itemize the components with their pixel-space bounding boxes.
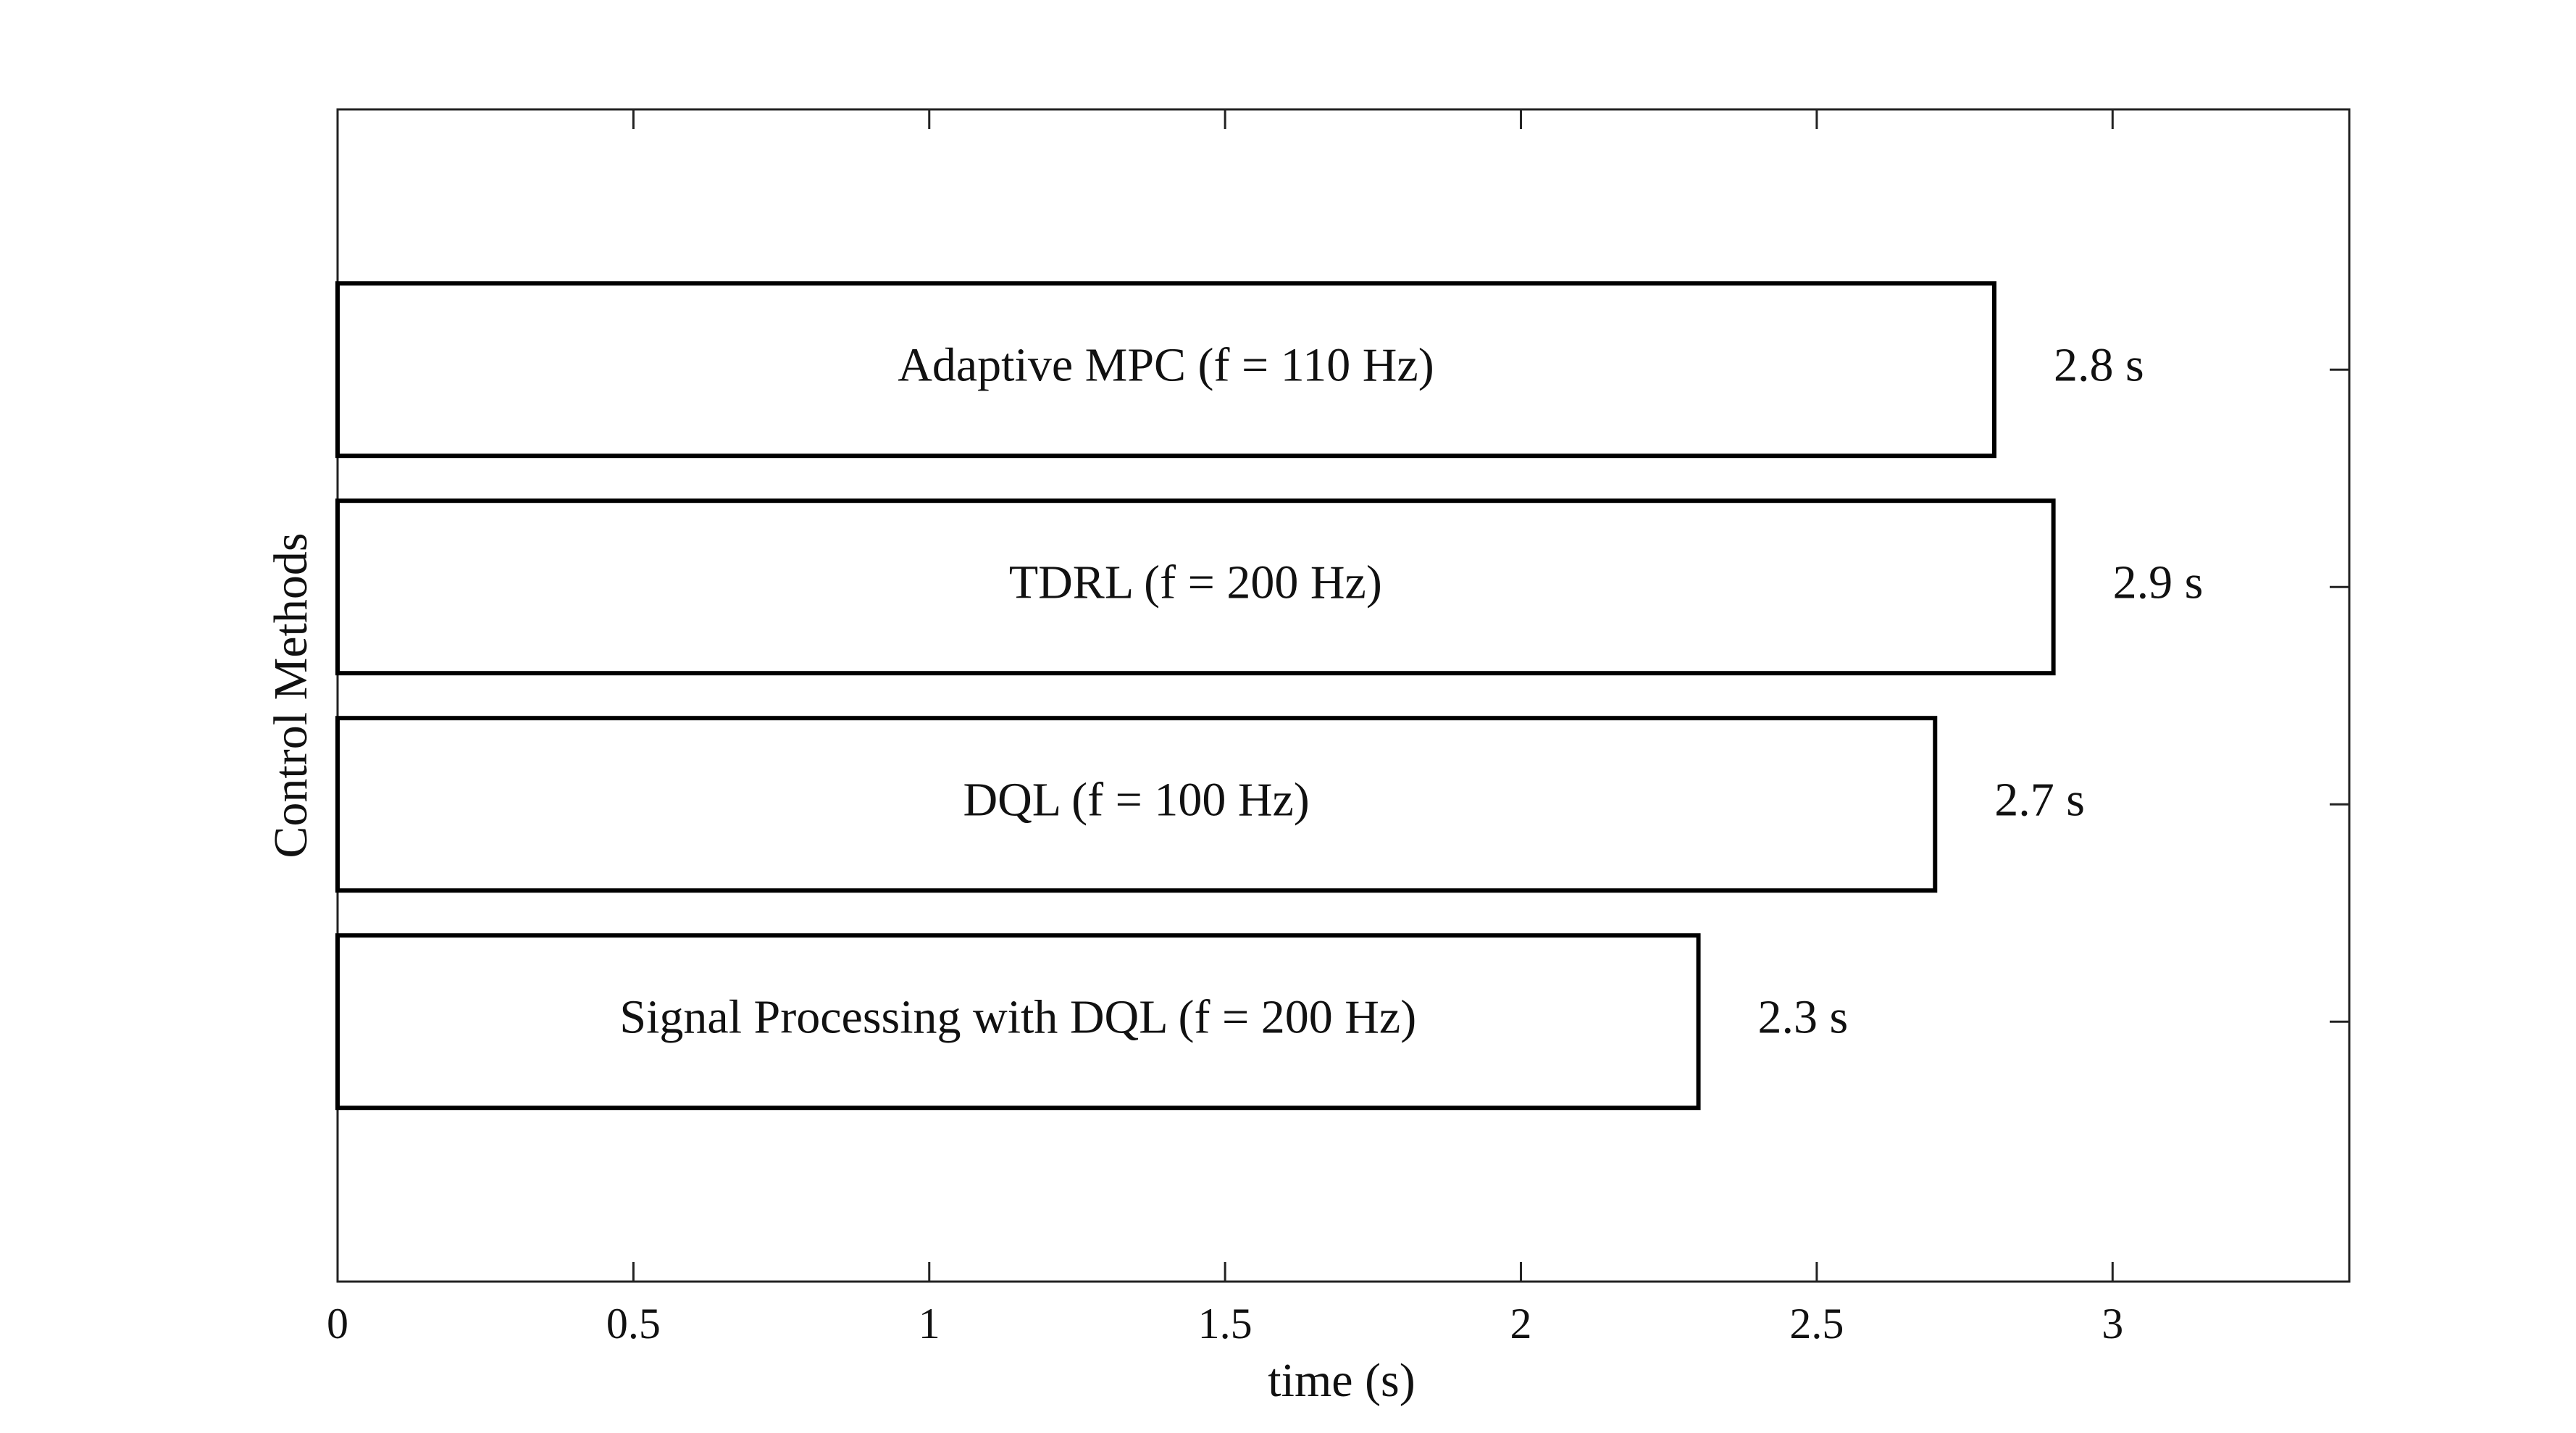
bar (335, 281, 1996, 459)
x-tick-label: 2.5 (1789, 1300, 1844, 1348)
plot-frame (336, 108, 2351, 1283)
value-label: 2.9 s (2113, 556, 2204, 609)
value-label: 2.8 s (2054, 338, 2144, 391)
x-tick-label: 1 (919, 1300, 940, 1348)
value-label: 2.3 s (1758, 990, 1849, 1043)
bar-category-label: Adaptive MPC (f = 110 Hz) (898, 338, 1434, 391)
x-tick-label: 0.5 (606, 1300, 661, 1348)
bar (335, 498, 2056, 676)
x-tick-label: 2 (1510, 1300, 1532, 1348)
bar-category-label: Signal Processing with DQL (f = 200 Hz) (619, 990, 1416, 1043)
bar (335, 716, 1938, 893)
x-tick-label: 1.5 (1198, 1300, 1253, 1348)
x-tick-label: 3 (2102, 1300, 2123, 1348)
x-tick-label: 0 (327, 1300, 348, 1348)
value-label: 2.7 s (1994, 773, 2085, 826)
x-axis-label: time (s) (1268, 1354, 1415, 1407)
y-axis-label: Control Methods (264, 532, 317, 858)
bar-category-label: TDRL (f = 200 Hz) (1009, 556, 1382, 609)
bar-category-label: DQL (f = 100 Hz) (963, 773, 1309, 826)
bar (335, 933, 1701, 1111)
